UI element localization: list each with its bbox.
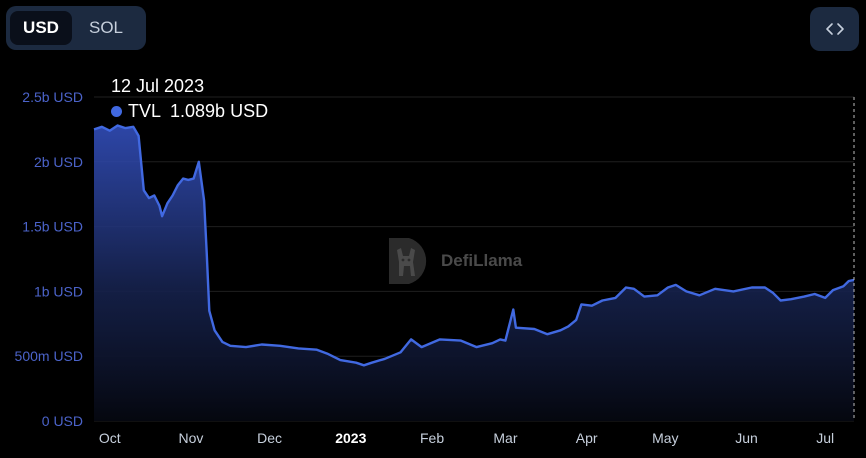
x-tick-label: 2023 (335, 430, 366, 446)
usd-button[interactable]: USD (10, 11, 72, 45)
currency-toggle: USD SOL (6, 6, 146, 50)
y-tick-label: 1b USD (34, 283, 83, 299)
x-tick-label: Nov (179, 430, 204, 446)
code-brackets-icon (825, 23, 844, 35)
x-tick-label: Dec (257, 430, 282, 446)
y-tick-label: 2.5b USD (22, 89, 83, 105)
sol-button[interactable]: SOL (88, 18, 124, 37)
llama-logo-icon (389, 238, 427, 284)
tooltip-value: 1.089b USD (170, 101, 269, 121)
x-tick-label: Feb (420, 430, 444, 446)
tooltip-value-row: TVL 1.089b USD (111, 101, 268, 122)
series-dot (111, 106, 122, 117)
x-tick-label: Oct (99, 430, 121, 446)
y-tick-label: 0 USD (42, 413, 83, 429)
x-tick-label: Jul (816, 430, 834, 446)
watermark-text: DefiLlama (441, 251, 523, 270)
x-tick-label: Jun (735, 430, 758, 446)
y-tick-label: 2b USD (34, 154, 83, 170)
y-tick-label: 1.5b USD (22, 219, 83, 235)
tvl-line (93, 124, 855, 367)
watermark: DefiLlama (387, 236, 522, 286)
embed-button[interactable] (810, 7, 859, 51)
x-tick-label: May (652, 430, 678, 446)
tooltip-date: 12 Jul 2023 (111, 76, 205, 96)
x-tick-label: Apr (576, 430, 598, 446)
x-tick-label: Mar (493, 430, 517, 446)
tooltip-series-name: TVL (128, 101, 162, 121)
y-tick-label: 500m USD (15, 348, 83, 364)
